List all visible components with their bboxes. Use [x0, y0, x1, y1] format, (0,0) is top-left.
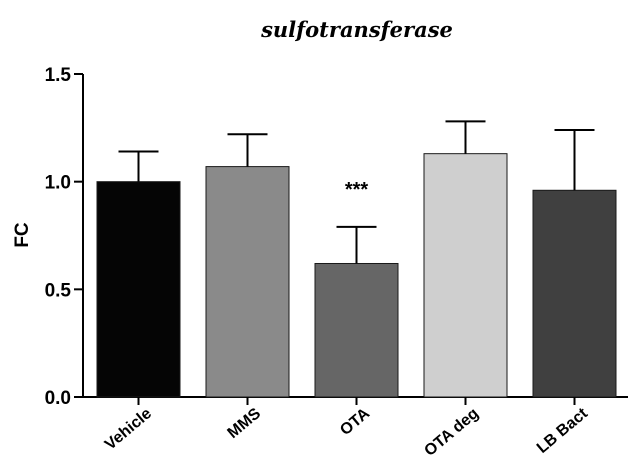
y-axis-label: FC [12, 222, 33, 248]
error-bars [118, 120, 595, 264]
bars [96, 153, 617, 398]
bar-lb-bact [532, 189, 617, 398]
x-tick-labels: Vehicle MMS OTA OTA deg LB Bact [102, 397, 592, 460]
significance-annotation: *** [345, 179, 369, 201]
bar-ota [314, 262, 399, 398]
y-ticks: 0.0 0.5 1.0 1.5 [45, 65, 83, 409]
y-tick-label: 0.0 [45, 388, 71, 409]
x-tick-label: LB Bact [534, 405, 592, 457]
y-tick-label: 0.5 [45, 280, 72, 301]
y-tick-label: 1.5 [45, 65, 72, 86]
y-tick-label: 1.0 [45, 173, 71, 194]
x-tick-label: Vehicle [102, 405, 155, 454]
chart-title: sulfotransferase [260, 17, 453, 42]
bar-mms [205, 166, 290, 398]
bar-vehicle [96, 181, 181, 398]
x-tick-label: OTA deg [421, 405, 482, 460]
bar-ota-deg [423, 153, 508, 398]
x-tick-label: MMS [225, 405, 265, 442]
x-tick-label: OTA [337, 405, 373, 439]
annotations: *** [345, 179, 369, 201]
